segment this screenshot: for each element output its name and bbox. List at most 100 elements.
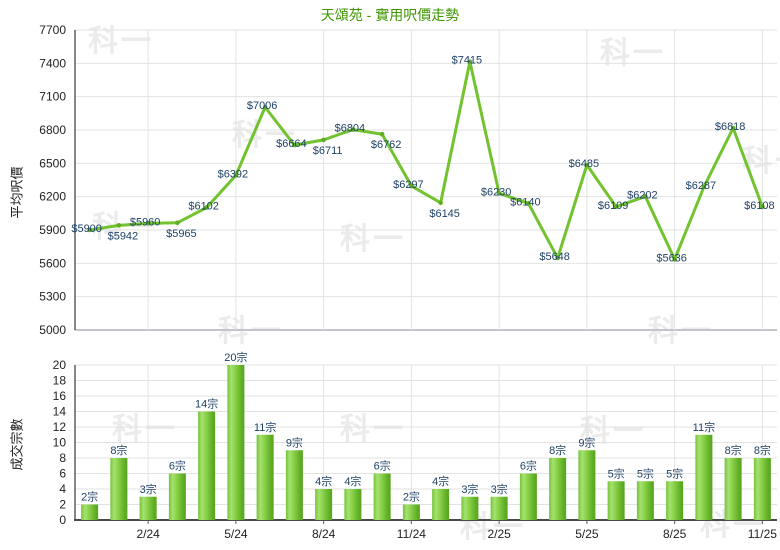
price-ytick-label: 7400: [39, 56, 66, 70]
volume-bar-label: 3宗: [461, 482, 478, 496]
price-point-label: $7415: [452, 55, 483, 67]
volume-bar-label: 2宗: [81, 490, 98, 504]
volume-bar: [578, 450, 596, 520]
x-axis-label: 5/25: [575, 527, 599, 541]
x-axis-label: 8/25: [663, 527, 687, 541]
price-ytick-label: 6200: [39, 190, 66, 204]
watermark-text: 科一: [112, 413, 178, 446]
volume-bar: [285, 450, 303, 520]
price-point: [409, 183, 414, 189]
volume-bar-label: 20宗: [224, 350, 247, 364]
price-point-label: $6108: [744, 200, 775, 212]
volume-bar: [344, 489, 362, 520]
price-point: [701, 184, 707, 190]
price-point: [760, 204, 765, 210]
watermark-text: 科一: [218, 315, 284, 348]
volume-bar-label: 5宗: [637, 466, 654, 480]
volume-ytick-label: 20: [53, 358, 67, 372]
price-ytick-label: 7700: [39, 23, 66, 37]
volume-bar: [227, 365, 245, 520]
volume-bar-label: 3宗: [491, 482, 508, 496]
x-axis-label: 5/24: [224, 527, 248, 541]
price-point-label: $5965: [166, 228, 197, 240]
volume-ytick-label: 8: [59, 451, 66, 465]
price-ytick-label: 6500: [39, 156, 66, 170]
volume-ytick-label: 10: [53, 436, 67, 450]
volume-bar: [256, 434, 274, 520]
price-ytick-label: 5900: [39, 223, 66, 237]
volume-bar-label: 9宗: [578, 435, 595, 449]
volume-bar: [168, 473, 186, 520]
volume-ytick-label: 2: [59, 498, 66, 512]
volume-bar-label: 9宗: [286, 435, 303, 449]
volume-axis-label: 成交宗數: [9, 418, 25, 471]
volume-bar-label: 4宗: [344, 474, 361, 488]
volume-bar-label: 6宗: [374, 459, 391, 473]
price-point: [438, 200, 443, 206]
price-point-label: $6485: [569, 158, 600, 170]
price-point: [467, 59, 473, 64]
price-ytick-label: 5000: [39, 323, 66, 337]
price-point-label: $6818: [715, 121, 746, 133]
volume-ytick-label: 14: [53, 405, 67, 419]
price-point-label: $6145: [429, 208, 460, 220]
watermark-text: 科一: [648, 315, 714, 348]
volume-bar-label: 8宗: [725, 443, 742, 457]
volume-bar-label: 2宗: [403, 490, 420, 504]
volume-bar: [139, 496, 157, 520]
volume-bar-label: 5宗: [666, 466, 683, 480]
price-point-label: $6762: [371, 139, 402, 151]
volume-ytick-label: 16: [53, 389, 67, 403]
price-point-label: $5648: [539, 251, 570, 263]
price-point-label: $5960: [130, 216, 161, 228]
price-point: [643, 194, 648, 199]
price-point: [204, 205, 209, 210]
watermark-text: 科一: [340, 223, 406, 256]
price-point-label: $6140: [510, 196, 541, 208]
volume-ytick-label: 12: [53, 420, 67, 434]
price-point: [262, 104, 268, 110]
volume-bar: [81, 504, 99, 520]
price-point: [555, 255, 560, 261]
volume-bar-label: 4宗: [432, 474, 449, 488]
price-line: [88, 60, 764, 261]
volume-ytick-label: 4: [59, 482, 66, 496]
volume-bar-label: 6宗: [520, 459, 537, 473]
volume-bar: [402, 504, 420, 520]
volume-ytick-label: 6: [59, 467, 66, 481]
x-axis-label: 2/24: [136, 527, 160, 541]
price-point-label: $7006: [247, 100, 278, 112]
volume-bar: [636, 481, 654, 520]
volume-bar: [432, 489, 450, 520]
volume-bar-label: 4宗: [315, 474, 332, 488]
volume-bar: [753, 458, 771, 520]
volume-bar: [461, 496, 479, 520]
volume-bar: [724, 458, 742, 520]
price-point: [613, 204, 619, 210]
price-point: [233, 173, 239, 178]
volume-bar-label: 11宗: [254, 420, 276, 434]
price-point: [87, 227, 92, 233]
price-point: [175, 220, 180, 226]
volume-bar-label: 6宗: [169, 459, 186, 473]
volume-bar: [695, 434, 713, 520]
price-point: [321, 137, 326, 143]
watermark-text: 科一: [340, 413, 406, 446]
price-point: [292, 142, 297, 148]
volume-bar: [373, 473, 391, 520]
price-ytick-label: 7100: [39, 90, 66, 104]
volume-bar-label: 3宗: [140, 482, 157, 496]
price-point: [116, 223, 122, 228]
volume-bar-label: 5宗: [608, 466, 625, 480]
volume-bar: [607, 481, 625, 520]
volume-bar: [490, 496, 508, 520]
price-point-label: $5636: [656, 252, 687, 264]
price-point-label: $6664: [276, 138, 307, 150]
price-axis-label: 平均呎價: [9, 166, 25, 219]
x-axis-label: 8/24: [312, 527, 336, 541]
price-point-label: $6287: [686, 180, 717, 192]
price-point: [730, 125, 736, 131]
price-point: [350, 127, 356, 132]
